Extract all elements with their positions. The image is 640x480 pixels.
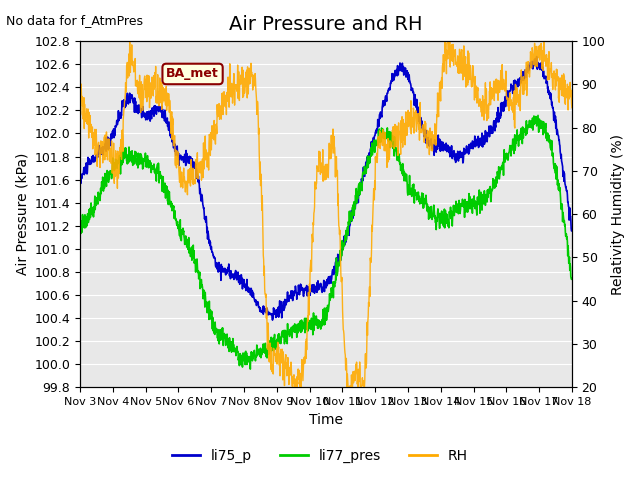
RH	[126, 38, 134, 44]
RH	[467, 66, 474, 72]
Legend: li75_p, li77_pres, RH: li75_p, li77_pres, RH	[166, 443, 474, 468]
li75_p	[269, 317, 276, 323]
RH	[403, 125, 410, 131]
Line: RH: RH	[80, 41, 572, 387]
RH	[174, 149, 182, 155]
Y-axis label: Relativity Humidity (%): Relativity Humidity (%)	[611, 134, 625, 295]
li77_pres	[186, 245, 193, 251]
li75_p	[533, 54, 541, 60]
li77_pres	[246, 366, 254, 372]
li77_pres	[467, 196, 474, 202]
li77_pres	[568, 276, 576, 281]
Line: li77_pres: li77_pres	[80, 115, 572, 369]
li77_pres	[534, 112, 542, 118]
li75_p	[186, 154, 193, 159]
li77_pres	[403, 179, 410, 184]
Text: BA_met: BA_met	[166, 68, 219, 81]
li77_pres	[241, 355, 248, 360]
RH	[186, 166, 194, 171]
li75_p	[403, 74, 410, 80]
li75_p	[568, 228, 576, 233]
RH	[76, 99, 84, 105]
li77_pres	[510, 136, 518, 142]
li75_p	[173, 151, 181, 156]
li75_p	[467, 145, 474, 151]
li77_pres	[173, 219, 181, 225]
li75_p	[510, 78, 518, 84]
RH	[510, 88, 518, 94]
li75_p	[241, 284, 248, 290]
Y-axis label: Air Pressure (kPa): Air Pressure (kPa)	[15, 153, 29, 276]
RH	[568, 105, 576, 110]
Line: li75_p: li75_p	[80, 57, 572, 320]
X-axis label: Time: Time	[309, 413, 343, 427]
RH	[241, 88, 249, 94]
li75_p	[76, 172, 84, 178]
Title: Air Pressure and RH: Air Pressure and RH	[229, 15, 423, 34]
Text: No data for f_AtmPres: No data for f_AtmPres	[6, 14, 143, 27]
li77_pres	[76, 223, 84, 228]
RH	[292, 384, 300, 390]
